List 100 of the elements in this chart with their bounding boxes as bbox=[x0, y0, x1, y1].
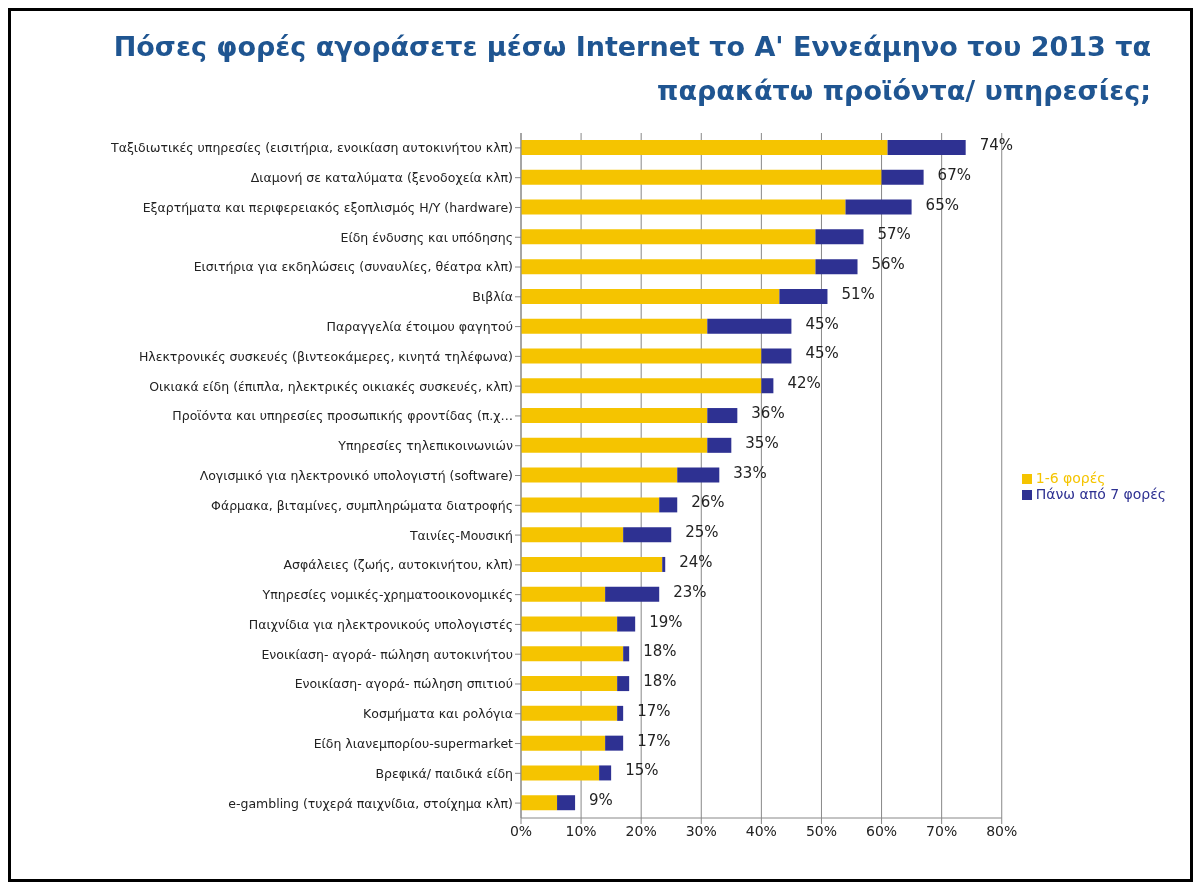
total-label: 24% bbox=[679, 552, 713, 571]
total-label: 18% bbox=[643, 642, 677, 661]
total-label: 9% bbox=[589, 791, 613, 810]
bar bbox=[521, 586, 606, 602]
bar bbox=[521, 527, 624, 543]
x-tick-label: 30% bbox=[685, 822, 717, 839]
y-tick-label: Ασφάλειες (ζωής, αυτοκινήτου, κλπ) bbox=[283, 557, 513, 573]
y-tick-label: Βρεφικά/ παιδικά είδη bbox=[375, 765, 513, 781]
y-tick-label: Ηλεκτρονικές συσκευές (βιντεοκάμερες, κινητά τηλέφωνα) bbox=[138, 348, 513, 364]
total-label: 45% bbox=[805, 344, 839, 363]
total-label: 65% bbox=[925, 195, 959, 214]
y-tick-label: Ταξιδιωτικές υπηρεσίες (εισιτήρια, ενοικίαση αυτοκινήτου κλπ) bbox=[110, 140, 513, 156]
bar bbox=[761, 348, 792, 364]
y-tick-label: Εισιτήρια για εκδηλώσεις (συναυλίες, θέατρα κλπ) bbox=[193, 259, 513, 275]
bar bbox=[659, 497, 678, 513]
total-label: 56% bbox=[871, 255, 905, 274]
total-label: 45% bbox=[805, 314, 839, 333]
total-label: 17% bbox=[637, 731, 671, 750]
x-tick-label: 0% bbox=[509, 822, 533, 839]
total-label: 25% bbox=[685, 523, 719, 542]
bar bbox=[521, 616, 618, 632]
bar bbox=[881, 169, 924, 185]
bar bbox=[521, 140, 888, 155]
y-tick-label: Προϊόντα και υπηρεσίες προσωπικής φροντίδας (π.χ… bbox=[172, 408, 513, 424]
total-label: 26% bbox=[691, 493, 725, 512]
y-tick-label: Κοσμήματα και ρολόγια bbox=[363, 706, 513, 722]
bar bbox=[815, 229, 864, 245]
total-label: 33% bbox=[733, 463, 767, 482]
y-tick-label: Παιχνίδια για ηλεκτρονικούς υπολογιστές bbox=[248, 616, 513, 632]
total-label: 74% bbox=[979, 136, 1014, 154]
y-tick-label: Παραγγελία έτοιμου φαγητού bbox=[326, 319, 513, 335]
y-tick-label: Οικιακά είδη (έπιπλα, ηλεκτρικές οικιακές συσκευές, κλπ) bbox=[149, 378, 513, 394]
x-tick-label: 40% bbox=[745, 822, 777, 839]
total-label: 19% bbox=[649, 612, 683, 631]
y-tick-label: Υπηρεσίες νομικές-χρηματοοικονομικές bbox=[261, 587, 513, 603]
bar bbox=[617, 616, 636, 632]
bar bbox=[521, 497, 660, 513]
bar bbox=[521, 735, 606, 751]
y-tick-label: e-gambling (τυχερά παιχνίδια, στοίχημα κλπ) bbox=[228, 795, 513, 811]
bar bbox=[707, 437, 732, 453]
bar bbox=[521, 229, 816, 245]
y-tick-label: Υπηρεσίες τηλεπικοινωνιών bbox=[337, 438, 514, 454]
total-label: 36% bbox=[751, 404, 785, 423]
y-tick-label: Διαμονή σε καταλύματα (ξενοδοχεία κλπ) bbox=[250, 170, 513, 186]
total-label: 67% bbox=[937, 165, 971, 184]
bar bbox=[521, 169, 882, 185]
bar bbox=[707, 408, 738, 424]
bar bbox=[521, 467, 678, 483]
bar bbox=[617, 676, 630, 692]
y-tick-label: Ενοικίαση- αγορά- πώληση σπιτιού bbox=[294, 676, 513, 692]
total-label: 57% bbox=[877, 225, 911, 244]
bar bbox=[617, 705, 624, 721]
bar bbox=[521, 676, 618, 692]
bar bbox=[557, 795, 576, 811]
total-label: 51% bbox=[841, 284, 875, 303]
x-tick-label: 80% bbox=[986, 822, 1018, 839]
bar bbox=[815, 259, 858, 275]
y-tick-label: Λογισμικό για ηλεκτρονικό υπολογιστή (software) bbox=[199, 467, 513, 483]
bar bbox=[845, 199, 912, 215]
bar bbox=[521, 556, 663, 572]
bar bbox=[521, 765, 600, 781]
bar bbox=[707, 318, 792, 334]
x-tick-label: 50% bbox=[805, 822, 838, 839]
bar bbox=[521, 408, 708, 424]
bar bbox=[677, 467, 720, 483]
x-tick-label: 20% bbox=[625, 822, 657, 839]
bar bbox=[521, 288, 780, 304]
legend-label: 1-6 φορές bbox=[1035, 469, 1106, 486]
y-tick-label: Βιβλία bbox=[472, 289, 513, 305]
bar bbox=[662, 556, 666, 572]
total-label: 35% bbox=[745, 433, 779, 452]
bar bbox=[605, 735, 624, 751]
bar bbox=[521, 705, 618, 721]
x-tick-label: 70% bbox=[926, 822, 958, 839]
total-label: 42% bbox=[787, 374, 821, 393]
bar bbox=[521, 378, 762, 394]
bar bbox=[521, 348, 762, 364]
bar bbox=[521, 646, 624, 662]
x-tick-label: 60% bbox=[865, 822, 898, 839]
total-label: 17% bbox=[637, 701, 671, 720]
bar bbox=[521, 795, 558, 811]
total-label: 18% bbox=[643, 672, 677, 691]
x-tick-label: 10% bbox=[565, 822, 597, 839]
bar bbox=[521, 437, 708, 453]
bar bbox=[887, 140, 966, 155]
y-tick-label: Είδη ένδυσης και υπόδησης bbox=[340, 229, 513, 245]
bar bbox=[605, 586, 660, 602]
legend-label: Πάνω από 7 φορές bbox=[1035, 485, 1166, 502]
bar bbox=[521, 199, 846, 215]
bar bbox=[521, 259, 816, 275]
bar bbox=[521, 318, 708, 334]
total-label: 15% bbox=[625, 761, 659, 780]
bar bbox=[599, 765, 612, 781]
y-tick-label: Ταινίες-Μουσική bbox=[408, 527, 513, 543]
chart-title: Πόσες φορές αγοράσετε μέσω Internet το Α' Εννεάμηνο του 2013 τα παρακάτω προϊόντα/ υπηρεσίες; bbox=[112, 30, 1152, 108]
bar bbox=[623, 527, 672, 543]
bar bbox=[761, 378, 774, 394]
bar bbox=[623, 646, 630, 662]
bar bbox=[779, 288, 828, 304]
y-tick-label: Φάρμακα, βιταμίνες, συμπληρώματα διατροφής bbox=[211, 497, 513, 513]
